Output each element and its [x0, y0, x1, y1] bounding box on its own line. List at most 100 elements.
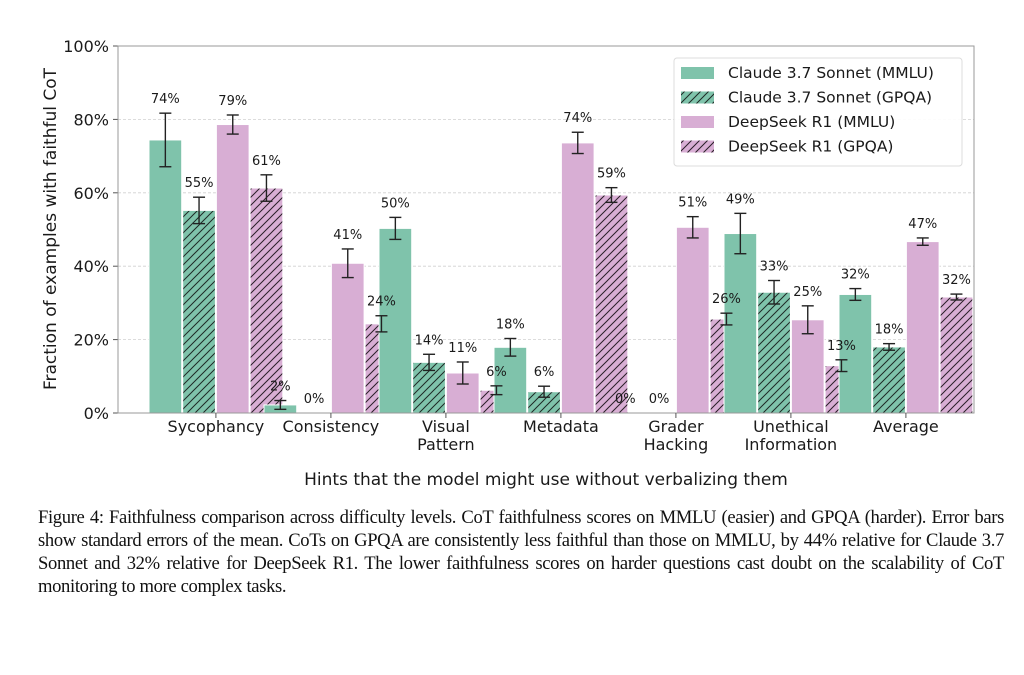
- data-label: 6%: [486, 365, 507, 380]
- error-bar: [274, 399, 287, 411]
- x-tick-label: Grader: [648, 417, 704, 436]
- error-bar: [375, 315, 388, 333]
- y-tick-label: 100%: [63, 37, 109, 56]
- error-bar: [490, 385, 503, 396]
- data-label: 11%: [448, 341, 477, 356]
- data-label: 59%: [597, 167, 626, 182]
- legend-swatch: [681, 140, 714, 153]
- error-bar: [423, 353, 436, 372]
- error-bar: [159, 112, 172, 168]
- bar: [215, 124, 250, 414]
- bar: [872, 346, 906, 414]
- legend-label: DeepSeek R1 (GPQA): [728, 138, 893, 156]
- y-tick-label: 20%: [73, 331, 109, 350]
- error-bar: [849, 287, 862, 302]
- x-axis-label: Hints that the model might use without v…: [304, 470, 788, 490]
- error-bar: [734, 212, 747, 255]
- data-label: 0%: [304, 392, 325, 407]
- y-tick-label: 40%: [73, 257, 109, 276]
- bar: [249, 187, 284, 414]
- bar: [594, 194, 629, 414]
- error-bar: [835, 359, 848, 373]
- error-bars-layer: [159, 112, 963, 411]
- error-bar: [916, 237, 929, 246]
- error-bar: [950, 293, 963, 301]
- bar: [757, 291, 791, 414]
- data-label: 79%: [218, 94, 247, 109]
- x-tick-label: Information: [745, 435, 838, 454]
- bar: [838, 293, 873, 414]
- y-tick-label: 80%: [73, 110, 109, 129]
- x-tick-label: Average: [873, 417, 939, 436]
- data-label: 61%: [252, 154, 281, 169]
- error-bar: [260, 174, 273, 202]
- bar: [790, 319, 825, 414]
- data-label: 26%: [712, 292, 741, 307]
- figure-caption: Figure 4: Faithfulness comparison across…: [38, 507, 1004, 597]
- error-bar: [389, 216, 402, 241]
- data-label: 0%: [615, 392, 636, 407]
- bar: [148, 139, 183, 414]
- error-bar: [720, 312, 733, 326]
- bars-layer: [148, 124, 974, 415]
- data-label: 55%: [185, 176, 214, 191]
- data-label: 0%: [649, 392, 670, 407]
- error-bar: [456, 361, 469, 385]
- x-tick-label: Metadata: [523, 417, 599, 436]
- data-label: 74%: [563, 111, 592, 126]
- error-bar: [883, 342, 896, 351]
- y-axis-label: Fraction of examples with faithful CoT: [41, 67, 61, 390]
- data-label: 47%: [908, 217, 937, 232]
- error-bar: [801, 305, 814, 335]
- x-tick-label: Sycophancy: [168, 417, 265, 436]
- x-tick-label: Visual: [422, 417, 470, 436]
- bar-chart: 74% 55% 79% 61% 2% 0% 41% 24% 50% 14% 11% 6% 18% 6% 74…: [41, 37, 975, 490]
- data-label: 50%: [381, 196, 410, 211]
- data-label: 24%: [367, 295, 396, 310]
- x-tick-label: Unethical: [753, 417, 829, 436]
- legend-box: [673, 57, 963, 167]
- data-label: 41%: [333, 228, 362, 243]
- data-label: 33%: [760, 260, 789, 275]
- bar: [493, 346, 528, 414]
- data-label: 74%: [151, 92, 180, 107]
- legend-label: DeepSeek R1 (MMLU): [728, 113, 895, 131]
- data-label: 25%: [793, 285, 822, 300]
- bar: [182, 209, 216, 414]
- bar: [330, 262, 365, 414]
- error-bar: [226, 114, 239, 135]
- data-label: 49%: [726, 192, 755, 207]
- data-label: 18%: [875, 323, 904, 338]
- error-bar: [768, 279, 781, 305]
- x-tick-label: Hacking: [644, 435, 709, 454]
- data-label: 2%: [270, 380, 291, 395]
- bar: [939, 296, 974, 414]
- bar: [723, 233, 758, 414]
- bar: [378, 227, 413, 414]
- legend-label: Claude 3.7 Sonnet (GPQA): [728, 89, 932, 107]
- error-bar: [571, 131, 584, 155]
- axes: 0% 20% 40% 60% 80% 100% Sycophancy Consistency V…: [63, 37, 975, 454]
- data-label: 18%: [496, 317, 525, 332]
- data-label: 14%: [415, 333, 444, 348]
- error-bar: [341, 248, 354, 279]
- bar: [560, 142, 595, 414]
- data-labels-layer: 74% 55% 79% 61% 2% 0% 41% 24% 50% 14% 11% 6% 18% 6% 74…: [151, 92, 971, 407]
- y-tick-label: 0%: [84, 404, 109, 423]
- x-tick-label: Pattern: [417, 435, 475, 454]
- legend-swatch: [681, 116, 714, 128]
- data-label: 6%: [534, 365, 555, 380]
- legend-swatch: [681, 91, 714, 104]
- error-bar: [686, 215, 699, 239]
- bar: [675, 226, 710, 414]
- data-label: 13%: [827, 339, 856, 354]
- legend-swatch: [681, 67, 714, 79]
- bar: [905, 241, 940, 414]
- error-bar: [538, 385, 551, 398]
- error-bar: [193, 196, 206, 225]
- data-label: 32%: [942, 273, 971, 288]
- x-tick-label: Consistency: [283, 417, 380, 436]
- legend-label: Claude 3.7 Sonnet (MMLU): [728, 64, 934, 82]
- y-tick-label: 60%: [73, 184, 109, 203]
- error-bar: [504, 337, 517, 357]
